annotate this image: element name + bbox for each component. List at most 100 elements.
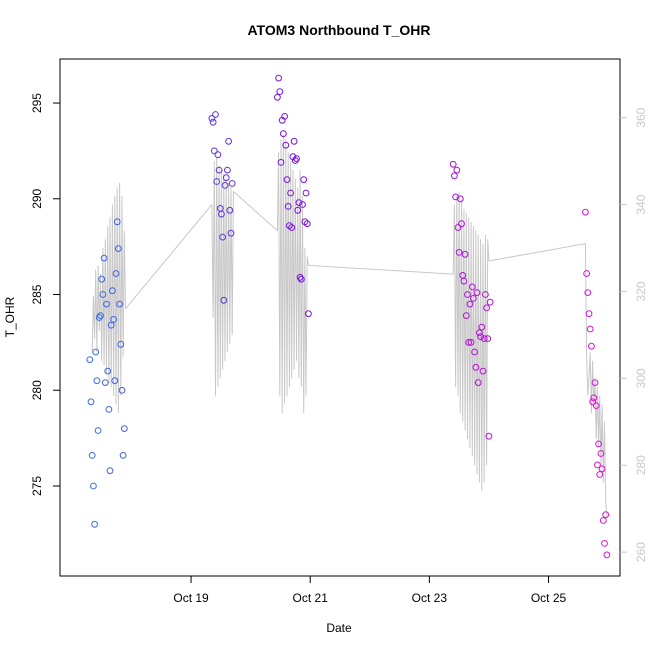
scatter-point bbox=[276, 88, 284, 95]
scatter-point bbox=[219, 233, 227, 241]
scatter-point bbox=[222, 174, 230, 182]
scatter-point bbox=[215, 166, 223, 174]
secondary-line-segment bbox=[584, 243, 608, 518]
scatter-point bbox=[117, 340, 125, 348]
scatter-point bbox=[483, 304, 491, 312]
x-tick-label: Oct 25 bbox=[531, 591, 567, 605]
scatter-point bbox=[456, 195, 464, 203]
scatter-point bbox=[212, 111, 219, 118]
scatter-point bbox=[484, 335, 492, 343]
scatter-point bbox=[601, 540, 608, 547]
scatter-point bbox=[283, 176, 291, 184]
y-axis-right: 260 280 300 320 340 360 bbox=[620, 107, 648, 562]
scatter-point bbox=[282, 141, 290, 149]
scatter-point bbox=[287, 189, 295, 197]
scatter-point bbox=[94, 427, 102, 434]
scatter-point bbox=[118, 386, 126, 394]
scatter-point bbox=[588, 342, 595, 350]
scatter-point bbox=[221, 182, 229, 189]
scatter-point bbox=[120, 425, 128, 433]
scatter-point bbox=[111, 377, 119, 385]
scatter-point bbox=[105, 406, 113, 413]
scatter-point bbox=[449, 160, 457, 168]
secondary-line-segment bbox=[488, 243, 586, 262]
scatter-point bbox=[297, 275, 305, 283]
scatter-point bbox=[603, 551, 611, 559]
scatter-point bbox=[474, 379, 482, 387]
scatter-point bbox=[591, 379, 599, 387]
scatter-point bbox=[228, 180, 236, 187]
scatter-point bbox=[224, 166, 231, 174]
y-tick-label: 290 bbox=[30, 188, 44, 208]
scatter-point bbox=[460, 277, 468, 285]
y-tick-label: 285 bbox=[30, 284, 44, 304]
secondary-line-segment bbox=[452, 191, 490, 492]
scatter-point bbox=[299, 201, 306, 208]
y2-tick-label: 300 bbox=[634, 368, 648, 388]
scatter-point bbox=[482, 291, 489, 298]
scatter-point bbox=[104, 367, 112, 375]
y2-tick-label: 320 bbox=[634, 281, 648, 301]
x-tick-label: Oct 21 bbox=[293, 591, 329, 605]
scatter-point bbox=[110, 316, 117, 323]
scatter-point bbox=[470, 295, 477, 302]
scatter-point bbox=[295, 199, 303, 207]
scatter-point bbox=[277, 159, 285, 166]
scatter-point bbox=[584, 289, 592, 297]
scatter-point bbox=[97, 312, 104, 320]
scatter-point bbox=[106, 467, 114, 475]
scatter-point bbox=[100, 254, 108, 262]
scatter-point bbox=[595, 440, 602, 448]
secondary-line-segment bbox=[125, 204, 213, 310]
scatter-point bbox=[220, 296, 228, 304]
scatter-point bbox=[479, 367, 487, 375]
scatter-point bbox=[596, 471, 604, 478]
scatter-point bbox=[453, 166, 461, 174]
scatter-point bbox=[485, 432, 493, 440]
scatter-point bbox=[87, 398, 95, 406]
plot-frame bbox=[59, 58, 621, 577]
scatter-point bbox=[294, 206, 302, 214]
scatter-point bbox=[583, 270, 590, 277]
scatter-point bbox=[213, 178, 221, 185]
scatter-point bbox=[107, 321, 115, 329]
secondary-line-segment bbox=[91, 182, 126, 414]
scatter-point bbox=[300, 176, 308, 184]
scatter-point bbox=[99, 291, 107, 298]
x-axis-label: Date bbox=[326, 621, 352, 635]
scatter-point bbox=[462, 312, 470, 320]
scatter-point bbox=[109, 287, 116, 295]
scatter-point bbox=[214, 151, 222, 159]
scatter-point bbox=[209, 118, 217, 126]
secondary-line-segment bbox=[308, 264, 454, 275]
scatter-point bbox=[281, 113, 289, 120]
scatter-point bbox=[93, 377, 101, 385]
y2-tick-label: 260 bbox=[634, 542, 648, 562]
scatter-point bbox=[602, 511, 610, 519]
scatter-point bbox=[455, 249, 463, 256]
scatter-point bbox=[478, 323, 486, 331]
scatter-point bbox=[454, 224, 462, 231]
secondary-line-segment bbox=[233, 191, 278, 231]
scatter-point bbox=[471, 348, 479, 356]
scatter-point bbox=[592, 402, 600, 410]
y-tick-label: 295 bbox=[30, 93, 44, 113]
secondary-line-segment bbox=[276, 134, 309, 414]
scatter-point bbox=[112, 270, 120, 277]
scatter-point bbox=[218, 210, 225, 218]
secondary-line-segment bbox=[211, 156, 234, 396]
scatter-point bbox=[116, 300, 123, 308]
x-tick-label: Oct 23 bbox=[412, 591, 448, 605]
scatter-point bbox=[288, 224, 296, 231]
scatter-point bbox=[103, 300, 110, 308]
scatter-point bbox=[119, 452, 127, 459]
scatter-point bbox=[594, 461, 601, 469]
y2-tick-label: 360 bbox=[634, 107, 648, 127]
scatter-point bbox=[472, 363, 480, 371]
y2-tick-label: 280 bbox=[634, 455, 648, 475]
scatter-point bbox=[466, 300, 474, 308]
scatter-point bbox=[473, 289, 481, 297]
scatter-point bbox=[477, 333, 485, 341]
scatter-point bbox=[290, 137, 298, 145]
